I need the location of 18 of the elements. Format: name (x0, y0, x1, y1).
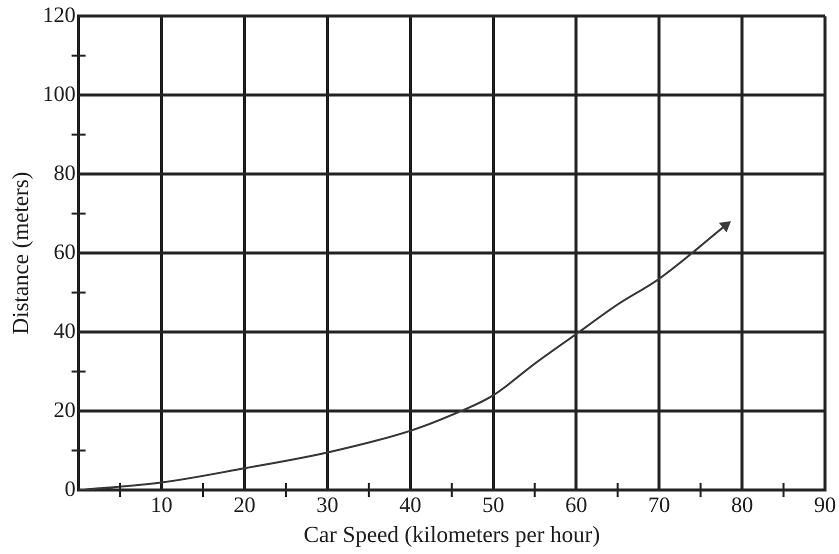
x-tick-label: 40 (399, 492, 422, 517)
y-tick-label: 120 (42, 2, 76, 27)
x-tick-label: 80 (731, 492, 754, 517)
y-tick-label: 60 (54, 238, 76, 264)
x-tick-label: 90 (814, 492, 836, 517)
x-tick-label: 70 (648, 492, 670, 517)
x-tick-label: 10 (150, 492, 173, 517)
y-tick-label: 80 (54, 160, 76, 185)
y-tick-label: 0 (64, 476, 76, 501)
x-axis-title: Car Speed (kilometers per hour) (304, 522, 600, 548)
y-tick-label: 40 (54, 318, 76, 343)
x-tick-label: 30 (316, 492, 338, 517)
y-tick-label: 100 (42, 80, 76, 106)
x-tick-label: 50 (482, 492, 504, 517)
y-tick-label: 20 (54, 396, 76, 422)
x-tick-label: 20 (233, 492, 256, 517)
y-axis-title: Distance (meters) (8, 172, 33, 335)
x-tick-label: 60 (565, 492, 588, 517)
